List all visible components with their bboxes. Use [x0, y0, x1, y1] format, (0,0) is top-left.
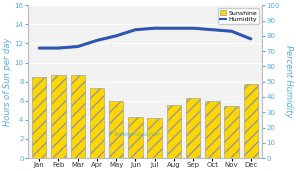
Y-axis label: Hours of Sun per day: Hours of Sun per day [3, 37, 12, 126]
Bar [70, 75, 85, 158]
Bar [32, 77, 46, 158]
Bar [147, 118, 162, 158]
Bar [224, 106, 239, 158]
Bar [244, 84, 258, 158]
Bar [167, 105, 181, 158]
Bar [186, 98, 200, 158]
Legend: Sunshine, Humidity: Sunshine, Humidity [218, 8, 259, 24]
Y-axis label: Percent Humidity: Percent Humidity [284, 45, 293, 118]
Bar [128, 117, 143, 158]
Bar [205, 101, 220, 158]
Text: © Weather-Quiz.com: © Weather-Quiz.com [107, 133, 159, 138]
Bar [109, 101, 123, 158]
Bar [90, 88, 104, 158]
Bar [51, 75, 66, 158]
